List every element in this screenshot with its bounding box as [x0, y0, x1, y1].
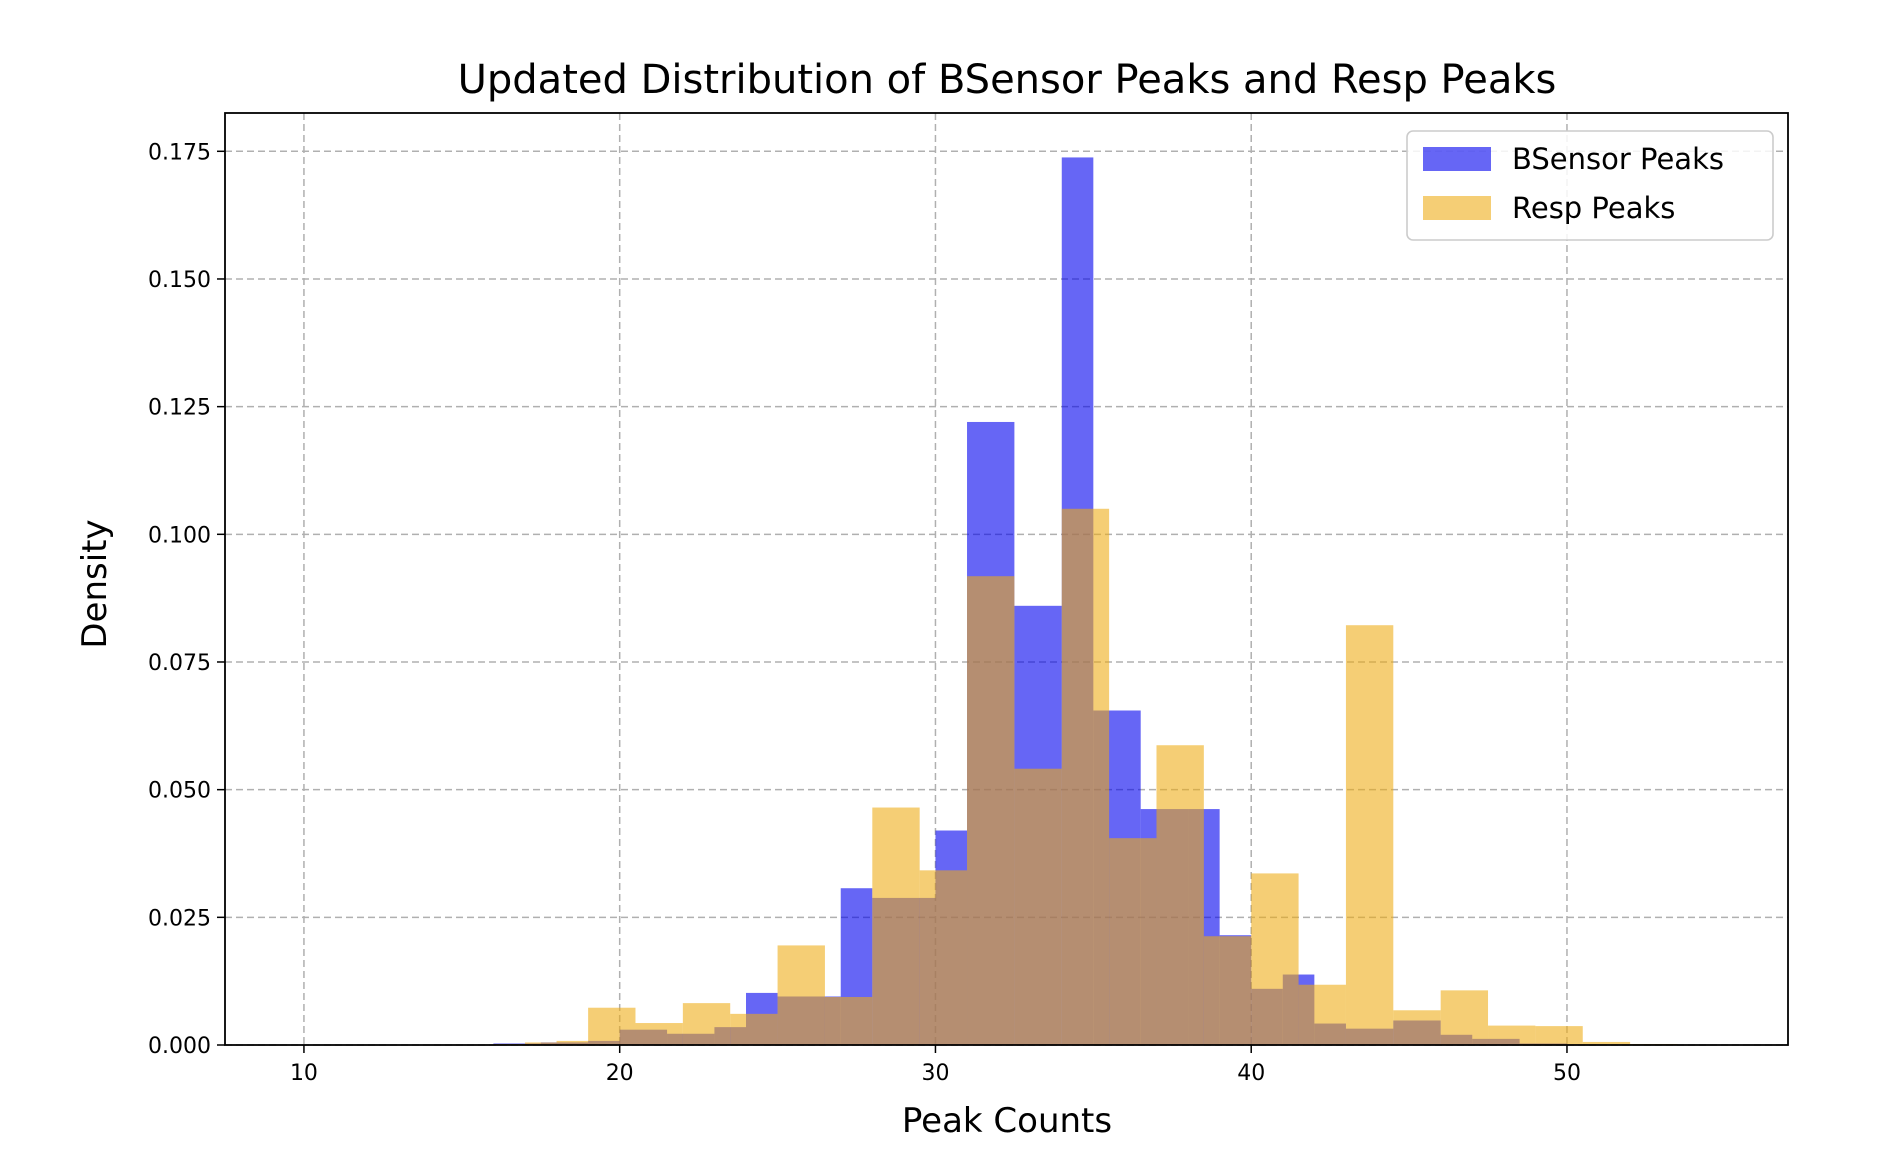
- bar-series-1-bin-23: [1535, 1026, 1583, 1045]
- x-axis-title: Peak Counts: [902, 1101, 1112, 1141]
- bar-series-1-bin-8: [824, 996, 873, 1045]
- y-tick-label-4: 0.100: [148, 523, 211, 548]
- y-tick-label-3: 0.075: [148, 651, 211, 676]
- bar-series-1-bin-16: [1203, 936, 1252, 1045]
- bar-series-1-bin-5: [682, 1003, 731, 1045]
- series-1-bars: [493, 508, 1678, 1045]
- legend-box: [1406, 130, 1774, 241]
- y-tick-label-1: 0.025: [148, 906, 211, 931]
- legend-label-resp: Resp Peaks: [1512, 191, 1675, 225]
- x-tick-label-2: 30: [921, 1061, 949, 1086]
- y-tick-label-5: 0.125: [148, 396, 211, 421]
- axis-ticks: 10 20 30 40 50 0.000 0.025 0.050 0.075 0.100 0.125…: [148, 140, 1581, 1086]
- bar-series-1-bin-3: [588, 1007, 636, 1045]
- bar-series-1-bin-20: [1393, 1010, 1441, 1045]
- bar-series-1-bin-1: [524, 1042, 557, 1045]
- x-tick-label-1: 20: [606, 1061, 634, 1086]
- bar-series-1-bin-22: [1488, 1025, 1536, 1045]
- bar-series-1-bin-24: [1582, 1041, 1631, 1045]
- legend-swatch-resp: [1423, 196, 1491, 220]
- bar-series-1-bin-13: [1061, 508, 1110, 1045]
- y-tick-label-7: 0.175: [148, 140, 211, 165]
- legend-swatch-bsensor: [1423, 147, 1491, 171]
- bar-series-1-bin-21: [1440, 990, 1489, 1045]
- legend-label-bsensor: BSensor Peaks: [1512, 142, 1724, 176]
- bar-series-1-bin-18: [1298, 984, 1346, 1045]
- bar-series-1-bin-9: [872, 807, 920, 1045]
- bar-series-1-bin-4: [635, 1023, 683, 1045]
- bar-series-1-bin-19: [1345, 625, 1394, 1045]
- chart-title: Updated Distribution of BSensor Peaks an…: [458, 57, 1557, 103]
- plot-frame: [224, 112, 1789, 1046]
- y-tick-label-6: 0.150: [148, 268, 211, 293]
- bar-series-1-bin-17: [1251, 873, 1299, 1045]
- y-tick-label-2: 0.050: [148, 779, 211, 804]
- bar-series-1-bin-7: [777, 945, 825, 1045]
- x-tick-label-0: 10: [290, 1061, 318, 1086]
- bars: [493, 157, 1678, 1046]
- x-tick-label-4: 50: [1553, 1061, 1581, 1086]
- bar-series-1-bin-6: [730, 1013, 778, 1045]
- bar-series-1-bin-11: [967, 576, 1015, 1045]
- y-axis-title: Density: [75, 519, 115, 648]
- legend: BSensor Peaks Resp Peaks: [1406, 130, 1774, 241]
- y-tick-label-0: 0.000: [148, 1034, 211, 1059]
- bar-series-1-bin-10: [919, 870, 968, 1045]
- bar-series-1-bin-15: [1156, 745, 1204, 1045]
- bar-series-1-bin-14: [1109, 838, 1157, 1045]
- x-tick-label-3: 40: [1237, 1061, 1265, 1086]
- bar-series-1-bin-2: [556, 1040, 589, 1045]
- bar-series-1-bin-12: [1014, 768, 1062, 1045]
